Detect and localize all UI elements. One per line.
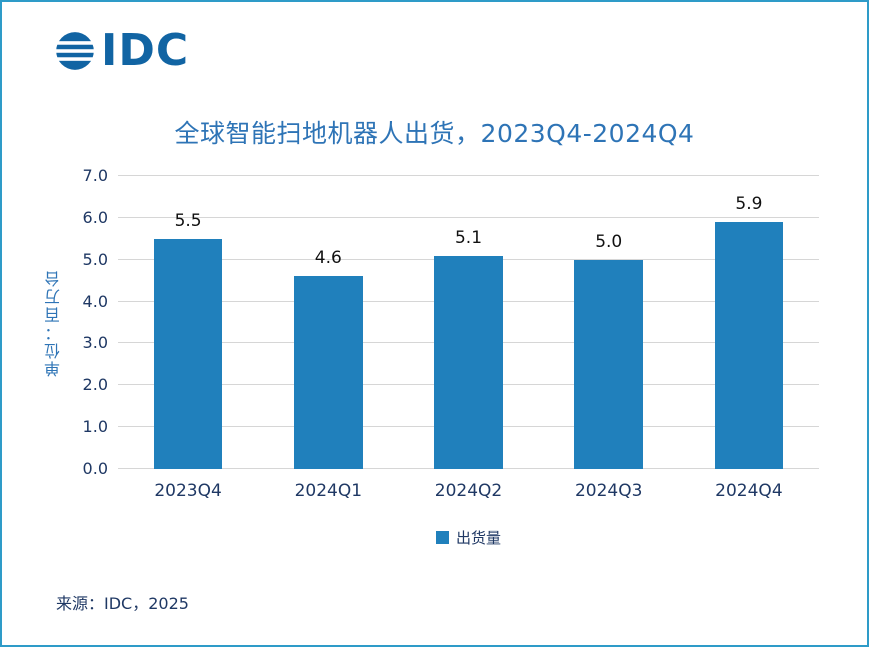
chart-area: 单位：百万台 0.0 1.0 2.0 3.0 4.0 5.0 6.0 7.0 5.5 4.6 5.… (2, 150, 867, 548)
bar-value-label: 5.5 (174, 210, 202, 231)
bars-row: 5.5 4.6 5.1 5.0 5.9 (118, 176, 819, 469)
idc-logo: IDC (52, 28, 867, 74)
bar-value-label: 5.9 (735, 194, 763, 215)
bar (574, 259, 644, 469)
bar-column: 5.5 (118, 176, 258, 469)
y-tick-label: 1.0 (82, 417, 108, 437)
gridline (118, 216, 819, 218)
x-tick-label: 2024Q2 (434, 481, 503, 501)
bar (153, 238, 223, 469)
bar (434, 255, 503, 469)
legend: 出货量 (118, 527, 819, 548)
bar-value-label: 4.6 (314, 248, 342, 269)
bar (293, 276, 363, 469)
bar-column: 5.9 (679, 176, 819, 469)
legend-swatch (435, 531, 449, 544)
x-tick-label: 2024Q3 (574, 481, 643, 501)
bar-value-label: 5.1 (454, 227, 483, 248)
y-tick-label: 2.0 (82, 375, 108, 395)
idc-logo-text: IDC (101, 25, 190, 76)
plot-column: 5.5 4.6 5.1 5.0 5.9 2023Q4 2024Q1 2024Q2 2024Q3… (118, 175, 819, 548)
x-axis-labels: 2023Q4 2024Q1 2024Q2 2024Q3 2024Q4 (118, 481, 819, 501)
plot-area: 5.5 4.6 5.1 5.0 5.9 (118, 175, 819, 469)
bar-column: 5.0 (539, 176, 679, 469)
y-tick-label: 0.0 (82, 459, 108, 478)
bar-column: 5.1 (398, 176, 538, 469)
idc-globe-icon (52, 32, 98, 70)
y-tick-label: 5.0 (82, 249, 108, 269)
bar-column: 4.6 (258, 176, 398, 469)
y-tick-label: 7.0 (82, 166, 108, 185)
y-axis-label-wrap: 单位：百万台 (40, 176, 68, 469)
gridline (118, 175, 819, 176)
x-tick-label: 2023Q4 (154, 481, 222, 501)
source-note: 来源：IDC，2025 (56, 594, 189, 613)
x-tick-label: 2024Q4 (715, 481, 783, 501)
chart-title: 全球智能扫地机器人出货，2023Q4-2024Q4 (174, 119, 695, 148)
y-axis-ticks: 0.0 1.0 2.0 3.0 4.0 5.0 6.0 7.0 (68, 166, 118, 478)
y-tick-label: 3.0 (82, 333, 108, 353)
y-axis-label: 单位：百万台 (44, 268, 63, 377)
bar (714, 222, 784, 469)
bar-value-label: 5.0 (595, 231, 623, 252)
y-tick-label: 4.0 (82, 291, 108, 311)
legend-label: 出货量 (455, 529, 501, 547)
y-tick-label: 6.0 (82, 207, 108, 227)
x-tick-label: 2024Q1 (294, 481, 363, 501)
